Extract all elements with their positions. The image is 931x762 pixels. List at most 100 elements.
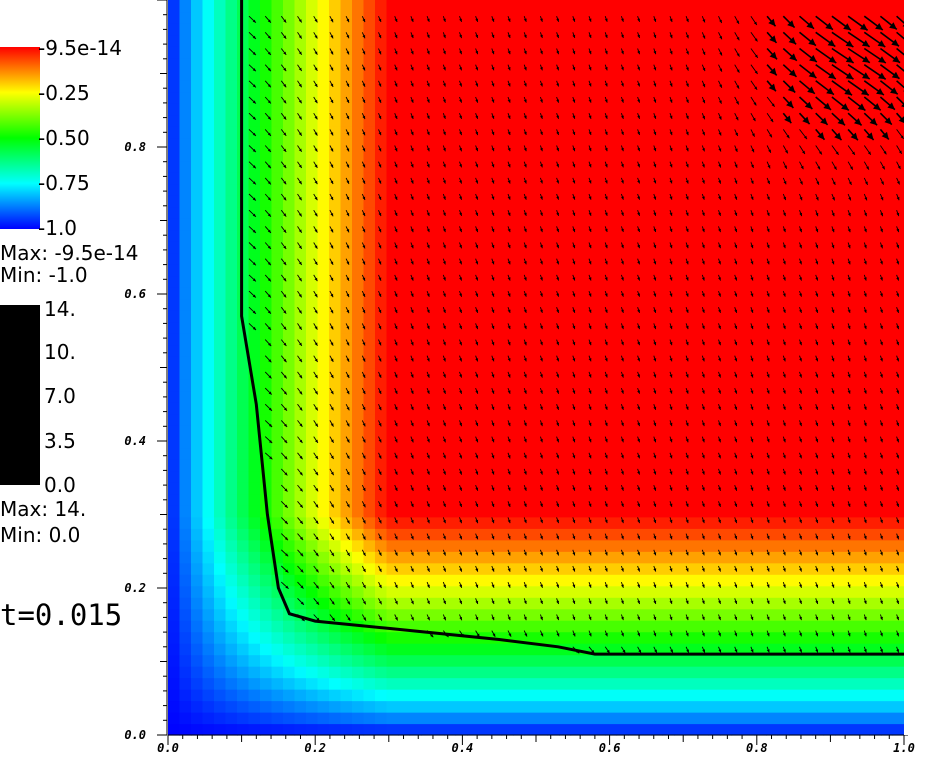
field-cell	[179, 493, 192, 506]
vector-arrow-head	[283, 278, 287, 282]
field-cell	[835, 516, 848, 529]
vector-arrow-head	[362, 164, 366, 168]
field-cell	[317, 160, 330, 173]
field-cell	[708, 344, 721, 357]
field-cell	[835, 700, 848, 713]
field-cell	[398, 57, 411, 70]
field-cell	[846, 631, 859, 644]
field-cell	[478, 68, 491, 81]
field-cell	[651, 206, 664, 219]
field-cell	[352, 68, 365, 81]
field-cell	[352, 712, 365, 725]
vector-arrow-head	[394, 422, 398, 427]
field-cell	[202, 275, 215, 288]
field-cell	[168, 160, 181, 173]
field-cell	[375, 608, 388, 621]
vector-arrow-head	[346, 18, 350, 23]
field-cell	[329, 126, 342, 139]
field-cell	[754, 218, 767, 231]
field-cell	[191, 597, 204, 610]
field-cell	[651, 643, 664, 656]
field-cell	[547, 229, 560, 242]
vector-arrow-head	[298, 342, 302, 346]
field-cell	[271, 470, 284, 483]
vector-arrow-head	[298, 261, 302, 265]
field-cell	[674, 68, 687, 81]
field-cell	[352, 677, 365, 690]
field-cell	[616, 264, 629, 277]
field-cell	[225, 264, 238, 277]
field-cell	[421, 252, 434, 265]
field-cell	[283, 287, 296, 300]
field-cell	[225, 57, 238, 70]
field-cell	[294, 367, 307, 380]
field-cell	[225, 80, 238, 93]
vector-arrow-head	[394, 439, 398, 443]
field-cell	[789, 45, 802, 59]
field-cell	[363, 149, 376, 162]
field-cell	[375, 172, 388, 185]
field-cell	[168, 275, 181, 288]
field-cell	[260, 45, 273, 59]
field-cell	[283, 344, 296, 357]
vector-arrow-head	[394, 406, 398, 411]
field-cell	[329, 229, 342, 242]
field-cell	[823, 620, 836, 633]
field-cell	[743, 424, 756, 437]
field-cell	[881, 643, 894, 656]
field-cell	[789, 195, 802, 208]
field-cell	[375, 447, 388, 460]
field-cell	[444, 574, 457, 587]
field-cell	[754, 689, 767, 702]
field-cell	[202, 413, 215, 426]
vector-arrow-head	[314, 293, 318, 298]
field-cell	[317, 539, 330, 552]
field-cell	[260, 401, 273, 415]
field-cell	[225, 218, 238, 231]
field-cell	[570, 493, 583, 506]
field-cell	[823, 172, 836, 185]
vector-arrow-head	[410, 99, 414, 103]
field-cell	[168, 551, 181, 564]
field-cell	[214, 401, 227, 415]
vector-arrow-head	[378, 245, 382, 249]
field-cell	[179, 206, 192, 219]
field-cell	[501, 505, 514, 518]
vector-arrow-head	[443, 406, 446, 410]
vector-arrow-head	[410, 552, 414, 556]
field-cell	[789, 608, 802, 621]
field-cell	[708, 378, 721, 392]
field-cell	[547, 344, 560, 357]
field-cell	[593, 390, 606, 403]
field-cell	[754, 505, 767, 518]
field-cell	[777, 356, 790, 369]
field-cell	[593, 677, 606, 690]
field-cell	[409, 539, 422, 552]
field-cell	[547, 539, 560, 552]
vector-arrow-head	[426, 115, 430, 119]
field-cell	[651, 493, 664, 506]
field-cell	[168, 206, 181, 219]
vector-arrow-head	[426, 325, 430, 330]
field-cell	[271, 57, 284, 70]
field-cell	[881, 356, 894, 369]
field-cell	[881, 287, 894, 300]
field-cell	[616, 436, 629, 449]
field-cell	[363, 401, 376, 415]
vector-arrow-head	[252, 84, 256, 88]
field-cell	[743, 206, 756, 219]
field-cell	[409, 700, 422, 713]
field-cell	[467, 218, 480, 231]
vector-arrow-head	[315, 569, 319, 573]
field-cell	[294, 700, 307, 713]
field-cell	[386, 149, 399, 162]
field-cell	[283, 436, 296, 449]
field-cell	[191, 114, 204, 127]
field-cell	[363, 585, 376, 598]
field-cell	[225, 287, 238, 300]
field-cell	[731, 275, 744, 288]
field-cell	[628, 22, 641, 36]
field-cell	[823, 723, 836, 736]
field-cell	[524, 516, 537, 529]
field-cell	[271, 516, 284, 529]
